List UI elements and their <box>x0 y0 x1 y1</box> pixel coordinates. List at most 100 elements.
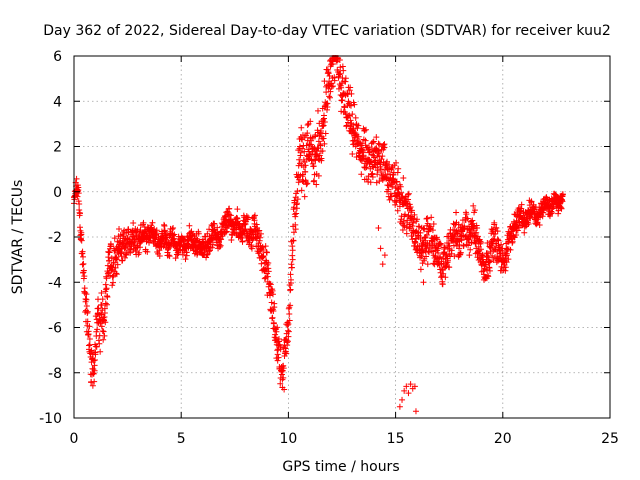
data-point <box>206 248 213 255</box>
data-point <box>371 154 378 161</box>
data-point <box>451 233 458 240</box>
data-point <box>471 207 478 214</box>
data-point <box>121 244 128 251</box>
data-point <box>304 180 311 187</box>
data-point <box>338 84 345 91</box>
data-point <box>98 311 105 318</box>
data-point <box>131 242 138 249</box>
data-point <box>423 232 430 239</box>
x-tick-label: 15 <box>387 431 405 447</box>
data-point <box>98 290 105 297</box>
data-point <box>559 191 566 198</box>
data-point <box>416 223 423 230</box>
data-point <box>370 138 377 145</box>
data-point <box>405 190 412 197</box>
data-point <box>280 374 287 381</box>
data-point <box>466 252 473 259</box>
data-point <box>438 258 445 265</box>
data-point <box>216 243 223 250</box>
data-point <box>258 260 265 267</box>
data-point <box>91 362 98 369</box>
data-point <box>315 138 322 145</box>
y-tick-label: -8 <box>48 366 62 382</box>
data-point <box>289 256 296 263</box>
data-point <box>474 225 481 232</box>
data-point <box>369 139 376 146</box>
data-point <box>349 150 356 157</box>
data-point <box>260 252 267 259</box>
data-point <box>209 244 216 251</box>
data-point <box>209 241 216 248</box>
data-point <box>136 249 143 256</box>
data-point <box>304 122 311 129</box>
data-point <box>341 103 348 110</box>
data-point <box>101 332 108 339</box>
data-point <box>374 167 381 174</box>
data-point <box>346 112 353 119</box>
data-point <box>322 130 329 137</box>
data-point <box>80 260 87 267</box>
data-point <box>84 308 91 315</box>
data-point <box>82 289 89 296</box>
data-point <box>375 140 382 147</box>
data-point <box>151 226 158 233</box>
data-point <box>266 280 273 287</box>
data-point <box>456 241 463 248</box>
data-point <box>505 256 512 263</box>
data-point <box>423 215 430 222</box>
data-point <box>290 229 297 236</box>
data-point <box>317 142 324 149</box>
data-point <box>114 261 121 268</box>
data-point <box>395 165 402 172</box>
data-point <box>104 293 111 300</box>
data-point <box>113 270 120 277</box>
data-point <box>369 174 376 181</box>
data-point <box>445 240 452 247</box>
y-tick-label: -4 <box>48 275 62 291</box>
data-point <box>166 253 173 260</box>
data-point <box>392 201 399 208</box>
data-point <box>101 309 108 316</box>
data-point <box>217 242 224 249</box>
data-point <box>297 149 304 156</box>
data-point <box>363 176 370 183</box>
data-point <box>271 304 278 311</box>
data-point <box>77 210 84 217</box>
data-point <box>375 224 382 231</box>
data-point <box>298 124 305 131</box>
data-point <box>324 100 331 107</box>
data-point <box>352 114 359 121</box>
data-point <box>321 118 328 125</box>
data-point <box>313 181 320 188</box>
data-point <box>521 229 528 236</box>
data-point <box>376 178 383 185</box>
data-point <box>411 383 418 390</box>
data-point <box>340 67 347 74</box>
data-point <box>73 175 80 182</box>
data-point <box>301 193 308 200</box>
data-point <box>274 351 281 358</box>
data-point <box>121 227 128 234</box>
data-point <box>466 226 473 233</box>
data-point <box>348 102 355 109</box>
data-point <box>308 141 315 148</box>
data-point <box>86 341 93 348</box>
data-point <box>256 227 263 234</box>
data-point <box>226 205 233 212</box>
data-point <box>104 301 111 308</box>
data-point <box>99 327 106 334</box>
data-point <box>186 222 193 229</box>
data-point <box>368 171 375 178</box>
data-point <box>293 205 300 212</box>
data-point <box>94 326 101 333</box>
data-point <box>165 252 172 259</box>
data-point <box>339 97 346 104</box>
data-point <box>157 244 164 251</box>
data-point <box>407 381 414 388</box>
data-point <box>122 254 129 261</box>
data-point <box>111 235 118 242</box>
data-point <box>396 403 403 410</box>
data-point <box>343 122 350 129</box>
data-point <box>170 224 177 231</box>
data-point <box>384 182 391 189</box>
